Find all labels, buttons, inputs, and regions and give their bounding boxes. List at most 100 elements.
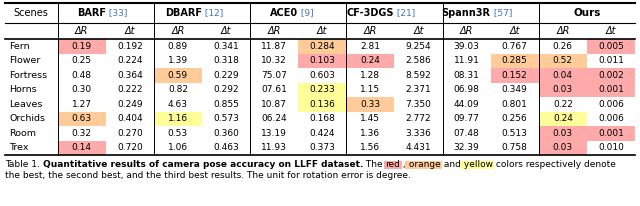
Text: ΔR: ΔR (364, 26, 377, 36)
Text: 0.767: 0.767 (502, 42, 527, 51)
Text: 32.39: 32.39 (454, 143, 479, 152)
Bar (5, 126, 58, 140)
Text: 0.14: 0.14 (72, 143, 92, 152)
Text: 06.24: 06.24 (261, 114, 287, 123)
Text: 0.22: 0.22 (553, 100, 573, 109)
Text: 1.28: 1.28 (360, 71, 380, 80)
Text: 0.136: 0.136 (309, 100, 335, 109)
Bar (202, 23, 250, 39)
Text: 0.006: 0.006 (598, 114, 624, 123)
Text: 4.63: 4.63 (168, 100, 188, 109)
Text: ,: , (401, 160, 406, 169)
Text: 10.87: 10.87 (261, 100, 287, 109)
Text: 1.15: 1.15 (360, 85, 380, 94)
Text: 3.336: 3.336 (406, 129, 431, 138)
Text: 0.168: 0.168 (309, 114, 335, 123)
Bar (346, 23, 394, 39)
Text: 0.513: 0.513 (502, 129, 527, 138)
Bar (5, 140, 58, 155)
Text: 0.59: 0.59 (168, 71, 188, 80)
Bar (5, 97, 58, 111)
Text: Scenes: Scenes (14, 8, 49, 18)
Text: 10.32: 10.32 (261, 56, 287, 65)
Bar (539, 23, 587, 39)
Text: Δt: Δt (413, 26, 424, 36)
Text: 0.63: 0.63 (72, 114, 92, 123)
Text: [12]: [12] (202, 8, 223, 18)
Text: red: red (386, 160, 401, 169)
Text: 11.87: 11.87 (261, 42, 287, 51)
Text: 0.292: 0.292 (213, 85, 239, 94)
Text: 0.373: 0.373 (309, 143, 335, 152)
Text: ΔR: ΔR (460, 26, 473, 36)
Text: 2.772: 2.772 (406, 114, 431, 123)
Text: 0.349: 0.349 (502, 85, 527, 94)
Bar (539, 111, 587, 126)
Text: 0.89: 0.89 (168, 42, 188, 51)
Text: 09.77: 09.77 (454, 114, 479, 123)
Text: [21]: [21] (394, 8, 415, 18)
Bar (394, 23, 442, 39)
Text: Δt: Δt (509, 26, 520, 36)
Bar (587, 23, 635, 39)
Text: 0.001: 0.001 (598, 129, 624, 138)
Bar (346, 54, 394, 68)
Text: 0.03: 0.03 (553, 85, 573, 94)
Text: 0.010: 0.010 (598, 143, 624, 152)
Text: 0.233: 0.233 (309, 85, 335, 94)
Text: 0.24: 0.24 (360, 56, 380, 65)
Text: colors respectively denote: colors respectively denote (493, 160, 616, 169)
Text: 0.364: 0.364 (117, 71, 143, 80)
Bar (539, 54, 587, 68)
Text: Trex: Trex (9, 143, 29, 152)
Text: 0.24: 0.24 (553, 114, 573, 123)
Text: 0.30: 0.30 (72, 85, 92, 94)
Bar (298, 97, 346, 111)
Bar (5, 39, 58, 54)
Text: 75.07: 75.07 (261, 71, 287, 80)
Text: 0.19: 0.19 (72, 42, 92, 51)
Text: 0.011: 0.011 (598, 56, 624, 65)
Text: Leaves: Leaves (9, 100, 42, 109)
Bar (58, 3, 154, 23)
Text: 0.03: 0.03 (553, 129, 573, 138)
Text: BARF: BARF (77, 8, 106, 18)
Bar (5, 82, 58, 97)
Text: 0.103: 0.103 (309, 56, 335, 65)
Bar (539, 3, 635, 23)
Text: 0.82: 0.82 (168, 85, 188, 94)
Bar (250, 23, 298, 39)
Bar (442, 23, 491, 39)
Bar (587, 126, 635, 140)
Bar (539, 82, 587, 97)
Bar (587, 39, 635, 54)
Text: 1.06: 1.06 (168, 143, 188, 152)
Text: The: The (363, 160, 386, 169)
Bar (58, 111, 106, 126)
Text: 11.91: 11.91 (454, 56, 479, 65)
Text: 2.586: 2.586 (406, 56, 431, 65)
Text: 0.03: 0.03 (553, 143, 573, 152)
Text: 0.04: 0.04 (553, 71, 573, 80)
Text: 0.005: 0.005 (598, 42, 624, 51)
Bar (491, 68, 539, 82)
Text: Flower: Flower (9, 56, 40, 65)
Text: Orchids: Orchids (9, 114, 45, 123)
Bar (154, 68, 202, 82)
Bar (404, 161, 442, 170)
Text: 0.224: 0.224 (117, 56, 143, 65)
Text: 0.463: 0.463 (213, 143, 239, 152)
Text: Fortress: Fortress (9, 71, 47, 80)
Text: 44.09: 44.09 (454, 100, 479, 109)
Text: Table 1.: Table 1. (5, 160, 43, 169)
Text: 0.001: 0.001 (598, 85, 624, 94)
Text: 13.19: 13.19 (261, 129, 287, 138)
Text: Spann3R: Spann3R (442, 8, 491, 18)
Text: 7.350: 7.350 (406, 100, 431, 109)
Text: 08.31: 08.31 (454, 71, 479, 80)
Bar (491, 54, 539, 68)
Text: 1.39: 1.39 (168, 56, 188, 65)
Text: 0.855: 0.855 (213, 100, 239, 109)
Bar (58, 23, 106, 39)
Bar (154, 3, 250, 23)
